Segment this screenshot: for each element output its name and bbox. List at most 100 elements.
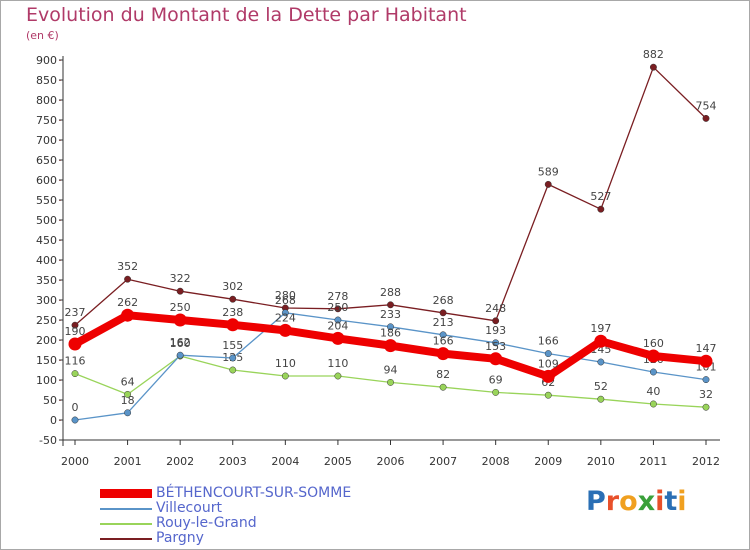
data-label: 527 — [590, 190, 611, 203]
data-point — [489, 352, 503, 366]
data-point — [387, 301, 394, 309]
data-point — [124, 409, 132, 417]
y-tick-label: 250 — [36, 314, 57, 327]
y-tick-label: 600 — [36, 174, 57, 187]
data-point — [439, 309, 447, 317]
data-point — [331, 331, 345, 345]
data-point — [439, 331, 447, 339]
y-tick-label: 550 — [36, 194, 57, 207]
data-point — [541, 369, 555, 383]
x-tick-label: 2000 — [61, 455, 89, 468]
data-label: 352 — [117, 260, 138, 273]
data-label: 302 — [222, 280, 243, 293]
y-tick-label: 150 — [36, 354, 57, 367]
data-label: 32 — [699, 388, 713, 401]
data-point — [702, 114, 710, 122]
logo-letter: t — [664, 486, 678, 517]
data-point — [544, 180, 552, 188]
data-label: 238 — [222, 306, 243, 319]
data-label: 40 — [646, 385, 660, 398]
data-point — [544, 350, 552, 358]
data-point — [649, 63, 657, 71]
logo-letter: x — [637, 486, 656, 517]
legend-item: BÉTHENCOURT-SUR-SOMME — [100, 486, 351, 501]
data-point — [229, 354, 237, 362]
y-tick-label: 50 — [43, 394, 57, 407]
data-label: 193 — [485, 324, 506, 337]
x-tick-label: 2009 — [534, 455, 562, 468]
data-point — [436, 347, 450, 361]
data-point — [121, 308, 135, 322]
data-label: 280 — [275, 289, 296, 302]
data-label: 224 — [275, 311, 296, 324]
y-tick-label: -50 — [39, 434, 57, 447]
data-label: 278 — [327, 290, 348, 303]
data-label: 268 — [433, 294, 454, 307]
y-tick-label: 300 — [36, 294, 57, 307]
data-point — [229, 295, 237, 303]
data-label: 268 — [275, 294, 296, 307]
data-point — [492, 339, 500, 347]
data-label: 213 — [433, 316, 454, 329]
data-point — [649, 400, 657, 408]
data-label: 233 — [380, 308, 401, 321]
data-label: 110 — [327, 357, 348, 370]
data-label: 288 — [380, 286, 401, 299]
logo-letter: i — [655, 486, 665, 517]
y-tick-label: 0 — [50, 414, 57, 427]
data-point — [649, 368, 657, 376]
legend-label: Villecourt — [156, 500, 222, 516]
data-label: 162 — [170, 336, 191, 349]
y-tick-label: 800 — [36, 94, 57, 107]
data-label: 147 — [696, 342, 717, 355]
data-point — [71, 370, 79, 378]
data-label: 153 — [485, 340, 506, 353]
x-tick-label: 2004 — [271, 455, 299, 468]
x-tick-label: 2008 — [482, 455, 510, 468]
data-label: 237 — [65, 306, 86, 319]
data-point — [229, 366, 237, 374]
y-tick-label: 700 — [36, 134, 57, 147]
data-point — [334, 316, 342, 324]
data-point — [597, 395, 605, 403]
y-tick-label: 500 — [36, 214, 57, 227]
data-label: 166 — [433, 335, 454, 348]
legend-item: Villecourt — [100, 501, 351, 516]
proxiti-logo: Proxiti — [586, 486, 687, 517]
data-point — [334, 305, 342, 313]
data-label: 262 — [117, 296, 138, 309]
legend-swatch — [100, 537, 152, 540]
data-label: 166 — [538, 335, 559, 348]
data-point — [226, 318, 240, 332]
data-point — [384, 339, 397, 353]
data-point — [278, 323, 292, 337]
y-tick-label: 200 — [36, 334, 57, 347]
legend-swatch — [100, 522, 152, 525]
data-label: 190 — [65, 325, 86, 338]
data-point — [71, 416, 79, 424]
y-tick-label: 750 — [36, 114, 57, 127]
y-tick-label: 850 — [36, 74, 57, 87]
legend-swatch — [100, 507, 152, 510]
x-tick-label: 2006 — [377, 455, 405, 468]
data-point — [646, 349, 660, 363]
legend-item: Pargny — [100, 531, 351, 546]
data-point — [281, 309, 289, 317]
legend-swatch — [100, 489, 152, 498]
legend: BÉTHENCOURT-SUR-SOMME Villecourt Rouy-le-G… — [100, 486, 351, 546]
data-label: 248 — [485, 302, 506, 315]
data-point — [71, 321, 79, 329]
data-point — [702, 376, 710, 384]
data-point — [702, 403, 710, 411]
data-label: 116 — [65, 355, 86, 368]
data-label: 160 — [170, 337, 191, 350]
x-tick-label: 2001 — [114, 455, 142, 468]
logo-letter: r — [605, 486, 620, 517]
y-tick-label: 900 — [36, 54, 57, 67]
data-point — [492, 388, 500, 396]
data-label: 94 — [384, 363, 398, 376]
y-tick-label: 100 — [36, 374, 57, 387]
data-point — [173, 313, 187, 327]
data-label: 186 — [380, 327, 401, 340]
data-point — [176, 287, 184, 295]
